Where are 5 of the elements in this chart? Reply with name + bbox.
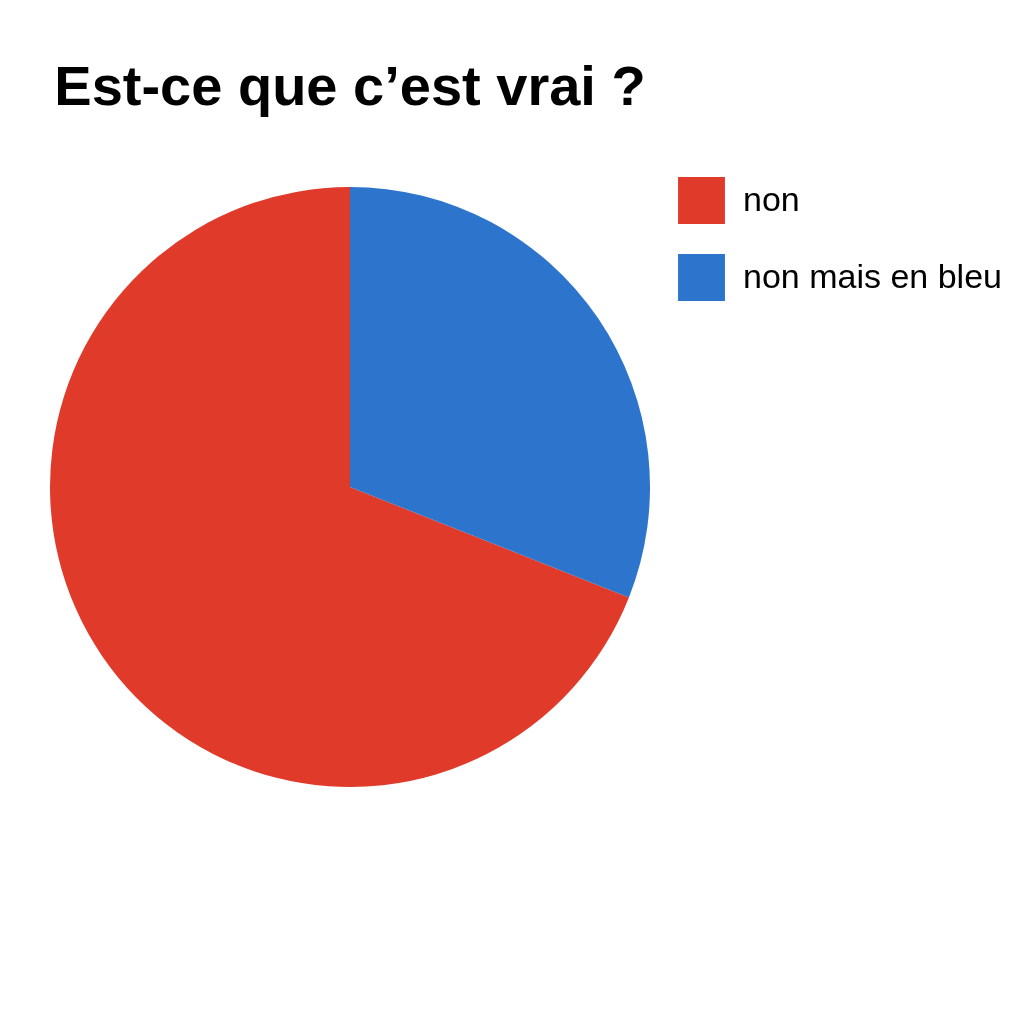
chart-title: Est-ce que c’est vrai ? — [54, 54, 646, 117]
pie-slice — [50, 187, 629, 787]
legend-label: non mais en bleu — [743, 256, 1002, 295]
pie-slice — [350, 187, 650, 598]
legend-label: non — [743, 179, 800, 218]
